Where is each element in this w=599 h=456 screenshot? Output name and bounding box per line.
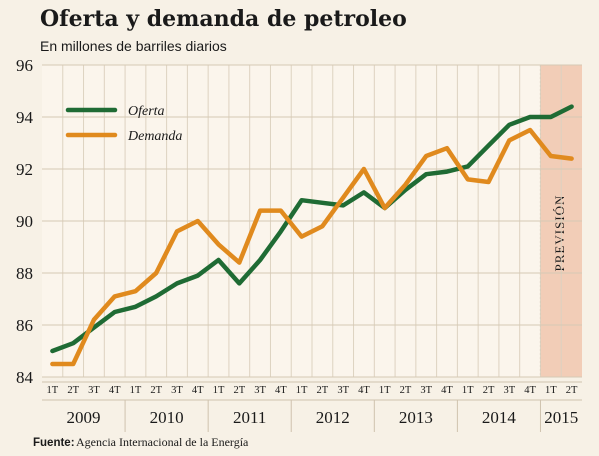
y-tick-label: 86 <box>16 316 33 335</box>
forecast-label: PREVISIÓN <box>552 195 567 272</box>
x-quarter-label: 2T <box>150 385 162 396</box>
x-quarter-label: 1T <box>47 385 59 396</box>
x-quarter-label: 3T <box>171 385 183 396</box>
x-quarter-label: 4T <box>441 385 453 396</box>
source-label: Fuente: <box>33 437 75 449</box>
legend-label-demanda: Demanda <box>127 129 182 144</box>
x-quarter-label: 4T <box>524 385 536 396</box>
x-quarter-label: 3T <box>503 385 515 396</box>
x-quarter-label: 1T <box>379 385 391 396</box>
x-year-label: 2015 <box>544 408 578 427</box>
x-quarter-label: 4T <box>275 385 287 396</box>
x-quarter-label: 2T <box>317 385 329 396</box>
y-tick-label: 96 <box>16 56 33 75</box>
series-line-oferta <box>50 104 574 354</box>
x-quarter-label: 2T <box>67 385 79 396</box>
x-quarter-label: 4T <box>109 385 121 396</box>
x-quarter-label: 1T <box>130 385 142 396</box>
x-quarter-label: 1T <box>462 385 474 396</box>
x-year-label: 2014 <box>482 408 517 427</box>
x-quarter-label: 4T <box>192 385 204 396</box>
x-quarter-label: 2T <box>566 385 578 396</box>
chart-title: Oferta y demanda de petroleo <box>40 6 407 32</box>
y-tick-label: 88 <box>16 264 33 283</box>
y-tick-label: 90 <box>16 212 33 231</box>
plot-area: PREVISIÓN 84 86 88 90 92 94 96 1T 2T 3T 4T 1T 2T 3T 4T 1… <box>16 56 582 432</box>
x-year-label: 2010 <box>150 408 184 427</box>
legend-label-oferta: Oferta <box>128 104 165 119</box>
source-text: Agencia Internacional de la Energía <box>76 435 249 449</box>
x-quarter-label: 4T <box>358 385 370 396</box>
x-year-label: 2009 <box>67 408 101 427</box>
series-line-demanda <box>50 127 574 367</box>
x-quarter-label: 1T <box>213 385 225 396</box>
x-quarter-label: 3T <box>88 385 100 396</box>
x-quarter-label: 1T <box>545 385 557 396</box>
x-quarter-label: 3T <box>337 385 349 396</box>
x-year-label: 2011 <box>233 408 266 427</box>
y-tick-label: 92 <box>16 160 33 179</box>
x-year-label: 2012 <box>316 408 350 427</box>
x-quarter-label: 2T <box>400 385 412 396</box>
x-quarter-label: 2T <box>483 385 495 396</box>
y-tick-label: 84 <box>16 368 34 387</box>
chart-subtitle: En millones de barriles diarios <box>40 38 227 54</box>
x-year-label: 2013 <box>399 408 433 427</box>
y-tick-label: 94 <box>16 108 34 127</box>
x-quarter-label: 3T <box>420 385 432 396</box>
x-quarter-label: 2T <box>233 385 245 396</box>
x-quarter-label: 3T <box>254 385 266 396</box>
x-quarter-label: 1T <box>296 385 308 396</box>
